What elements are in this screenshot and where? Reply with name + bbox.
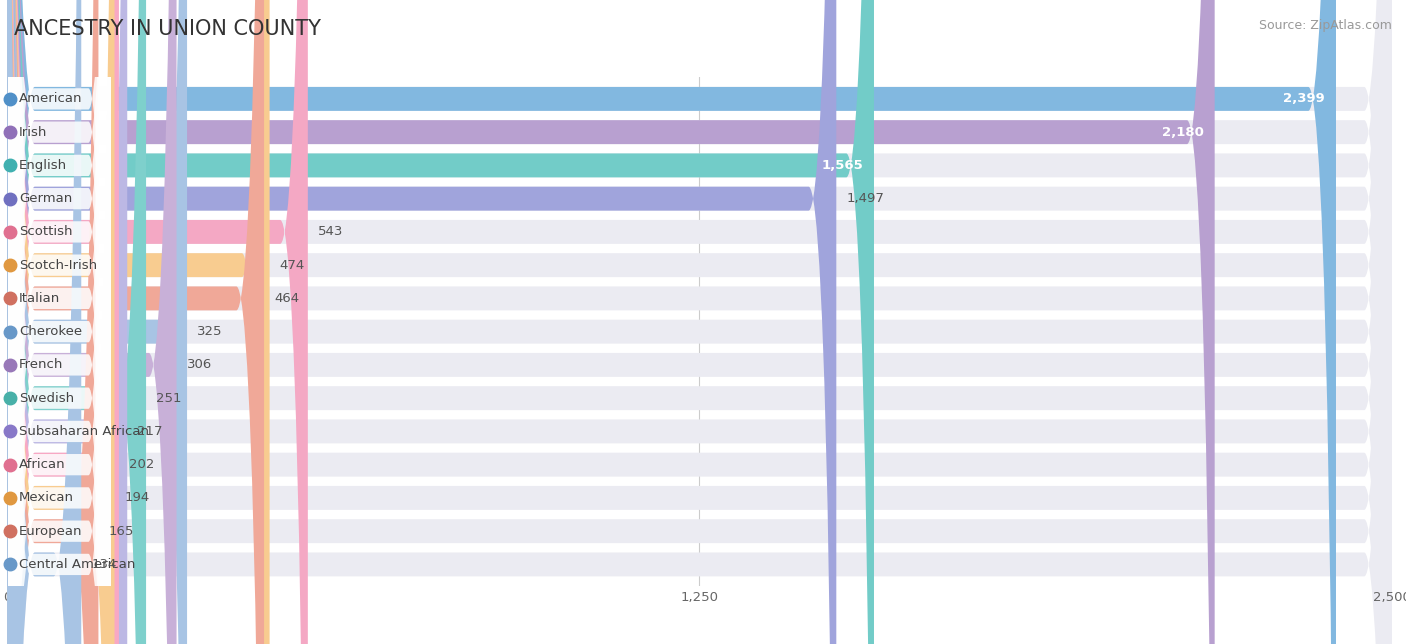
FancyBboxPatch shape	[8, 0, 111, 644]
FancyBboxPatch shape	[7, 0, 270, 644]
Text: Scottish: Scottish	[20, 225, 73, 238]
FancyBboxPatch shape	[8, 0, 111, 644]
Text: Scotch-Irish: Scotch-Irish	[20, 259, 97, 272]
FancyBboxPatch shape	[7, 0, 1392, 644]
FancyBboxPatch shape	[7, 0, 1392, 644]
FancyBboxPatch shape	[7, 0, 120, 644]
Text: German: German	[20, 192, 73, 205]
FancyBboxPatch shape	[7, 0, 1392, 644]
FancyBboxPatch shape	[8, 0, 111, 644]
Text: 2,180: 2,180	[1161, 126, 1204, 138]
Text: Italian: Italian	[20, 292, 60, 305]
FancyBboxPatch shape	[8, 0, 111, 644]
FancyBboxPatch shape	[7, 0, 98, 644]
Text: English: English	[20, 159, 67, 172]
Text: Cherokee: Cherokee	[20, 325, 83, 338]
FancyBboxPatch shape	[7, 0, 1392, 644]
FancyBboxPatch shape	[8, 0, 111, 644]
Text: Source: ZipAtlas.com: Source: ZipAtlas.com	[1258, 19, 1392, 32]
Text: 202: 202	[129, 458, 155, 471]
FancyBboxPatch shape	[7, 0, 1215, 644]
Text: 134: 134	[91, 558, 117, 571]
Text: 306: 306	[187, 359, 212, 372]
FancyBboxPatch shape	[8, 0, 111, 644]
Text: French: French	[20, 359, 63, 372]
FancyBboxPatch shape	[8, 0, 111, 644]
FancyBboxPatch shape	[7, 0, 82, 644]
FancyBboxPatch shape	[8, 0, 111, 644]
FancyBboxPatch shape	[7, 0, 177, 644]
FancyBboxPatch shape	[8, 0, 111, 644]
FancyBboxPatch shape	[7, 0, 1392, 644]
FancyBboxPatch shape	[8, 0, 111, 644]
Text: 543: 543	[318, 225, 343, 238]
FancyBboxPatch shape	[7, 0, 1392, 644]
Text: Central American: Central American	[20, 558, 135, 571]
Text: Subsaharan African: Subsaharan African	[20, 425, 149, 438]
FancyBboxPatch shape	[8, 0, 111, 644]
Text: 325: 325	[197, 325, 222, 338]
Text: Swedish: Swedish	[20, 392, 75, 404]
FancyBboxPatch shape	[8, 0, 111, 644]
FancyBboxPatch shape	[7, 0, 187, 644]
FancyBboxPatch shape	[7, 0, 264, 644]
Text: 217: 217	[138, 425, 163, 438]
Text: Irish: Irish	[20, 126, 48, 138]
FancyBboxPatch shape	[8, 0, 111, 644]
FancyBboxPatch shape	[7, 0, 1392, 644]
Text: Mexican: Mexican	[20, 491, 75, 504]
FancyBboxPatch shape	[7, 0, 1392, 644]
FancyBboxPatch shape	[7, 0, 308, 644]
Text: American: American	[20, 92, 83, 106]
FancyBboxPatch shape	[7, 0, 1392, 644]
Text: 194: 194	[125, 491, 149, 504]
Text: 1,565: 1,565	[821, 159, 863, 172]
FancyBboxPatch shape	[7, 0, 837, 644]
Text: 464: 464	[274, 292, 299, 305]
FancyBboxPatch shape	[7, 0, 1392, 644]
FancyBboxPatch shape	[7, 0, 1392, 644]
FancyBboxPatch shape	[8, 0, 111, 644]
Text: 2,399: 2,399	[1284, 92, 1324, 106]
Text: 165: 165	[108, 525, 134, 538]
FancyBboxPatch shape	[7, 0, 1392, 644]
Text: 1,497: 1,497	[846, 192, 884, 205]
Text: African: African	[20, 458, 66, 471]
FancyBboxPatch shape	[7, 0, 127, 644]
FancyBboxPatch shape	[8, 0, 111, 644]
Text: European: European	[20, 525, 83, 538]
FancyBboxPatch shape	[7, 0, 1336, 644]
FancyBboxPatch shape	[7, 0, 875, 644]
FancyBboxPatch shape	[7, 0, 114, 644]
Text: ANCESTRY IN UNION COUNTY: ANCESTRY IN UNION COUNTY	[14, 19, 321, 39]
FancyBboxPatch shape	[7, 0, 1392, 644]
FancyBboxPatch shape	[7, 0, 1392, 644]
FancyBboxPatch shape	[7, 0, 1392, 644]
Text: 251: 251	[156, 392, 181, 404]
Text: 474: 474	[280, 259, 305, 272]
FancyBboxPatch shape	[7, 0, 146, 644]
